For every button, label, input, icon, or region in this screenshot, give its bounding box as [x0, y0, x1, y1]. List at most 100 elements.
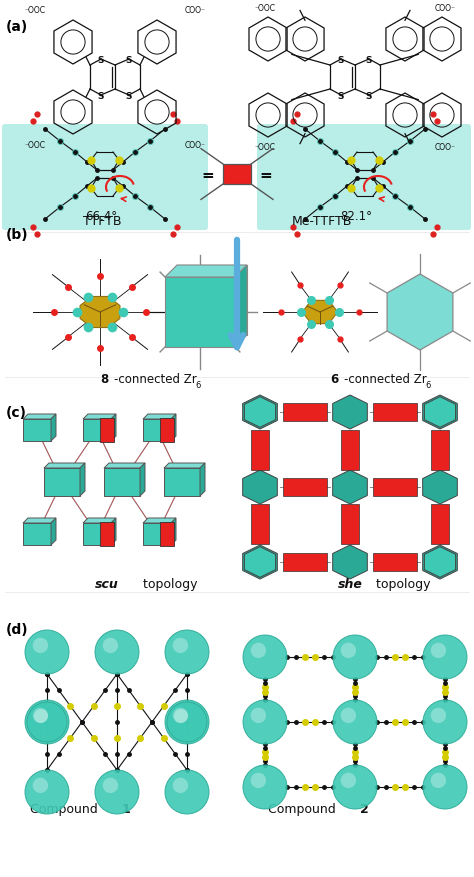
Text: (c): (c)	[6, 405, 27, 419]
Bar	[160, 523, 174, 546]
Polygon shape	[80, 297, 120, 328]
Text: -connected Zr: -connected Zr	[344, 373, 427, 386]
Polygon shape	[333, 545, 367, 580]
Circle shape	[431, 708, 446, 724]
Polygon shape	[164, 463, 205, 468]
Polygon shape	[424, 397, 456, 428]
Circle shape	[173, 708, 188, 724]
Polygon shape	[23, 518, 56, 524]
Circle shape	[165, 770, 209, 814]
Bar	[83, 524, 111, 545]
Bar	[104, 468, 140, 496]
Text: COO⁻: COO⁻	[435, 143, 456, 152]
Text: she: she	[337, 577, 363, 590]
Bar	[44, 468, 80, 496]
Text: Compound: Compound	[30, 802, 102, 815]
Polygon shape	[83, 518, 116, 524]
Text: ⁻OOC: ⁻OOC	[254, 143, 275, 152]
Circle shape	[167, 702, 207, 742]
Text: 2: 2	[360, 802, 369, 815]
Circle shape	[333, 635, 377, 679]
Circle shape	[341, 708, 356, 724]
Circle shape	[431, 773, 446, 788]
Bar	[143, 524, 171, 545]
Circle shape	[251, 708, 266, 724]
Circle shape	[33, 708, 48, 724]
Text: Compound: Compound	[268, 802, 340, 815]
Bar	[373, 479, 417, 496]
Text: S: S	[98, 55, 104, 64]
Circle shape	[103, 778, 118, 793]
Polygon shape	[51, 415, 56, 441]
Circle shape	[165, 700, 209, 745]
Bar	[100, 523, 114, 546]
Polygon shape	[165, 266, 247, 278]
Text: topology: topology	[372, 577, 430, 590]
Bar	[373, 553, 417, 571]
Circle shape	[33, 638, 48, 653]
Circle shape	[95, 770, 139, 814]
Polygon shape	[302, 301, 337, 324]
Text: (b): (b)	[6, 228, 28, 242]
Text: scu: scu	[95, 577, 119, 590]
Bar	[283, 479, 327, 496]
Text: S: S	[338, 55, 344, 64]
Bar	[223, 165, 251, 185]
Circle shape	[34, 709, 48, 724]
Bar	[431, 431, 449, 470]
Polygon shape	[51, 518, 56, 545]
Text: COO⁻: COO⁻	[185, 141, 206, 150]
Bar	[251, 504, 269, 545]
Polygon shape	[245, 397, 275, 428]
Text: S: S	[338, 91, 344, 100]
Text: -connected Zr: -connected Zr	[114, 373, 197, 386]
Bar	[341, 504, 359, 545]
Circle shape	[423, 635, 467, 679]
Circle shape	[103, 638, 118, 653]
Polygon shape	[243, 396, 277, 430]
Polygon shape	[143, 415, 176, 419]
Text: =: =	[260, 168, 273, 182]
Text: 6: 6	[330, 373, 338, 386]
Circle shape	[243, 700, 287, 745]
Polygon shape	[245, 547, 275, 578]
Bar	[143, 419, 171, 441]
Circle shape	[174, 709, 188, 724]
Circle shape	[33, 778, 48, 793]
Circle shape	[333, 765, 377, 809]
Circle shape	[25, 770, 69, 814]
Circle shape	[251, 773, 266, 788]
Circle shape	[173, 778, 188, 793]
Text: 1: 1	[122, 802, 131, 815]
Text: 6: 6	[425, 381, 430, 389]
Text: S: S	[98, 91, 104, 100]
Bar	[341, 431, 359, 470]
Polygon shape	[44, 463, 85, 468]
Polygon shape	[423, 470, 457, 504]
Polygon shape	[243, 545, 277, 580]
Circle shape	[243, 635, 287, 679]
Text: S: S	[366, 55, 372, 64]
Bar	[165, 278, 235, 347]
Polygon shape	[23, 415, 56, 419]
Polygon shape	[171, 415, 176, 441]
Text: TTFTB: TTFTB	[82, 215, 121, 228]
Bar	[83, 419, 111, 441]
Bar	[373, 403, 417, 422]
Text: (a): (a)	[6, 20, 28, 34]
Text: =: =	[201, 168, 214, 182]
Polygon shape	[333, 470, 367, 504]
Bar	[164, 468, 200, 496]
Circle shape	[341, 643, 356, 659]
Polygon shape	[235, 266, 247, 347]
Text: S: S	[126, 55, 132, 64]
Text: S: S	[126, 91, 132, 100]
Polygon shape	[171, 518, 176, 545]
Bar	[283, 403, 327, 422]
Circle shape	[25, 631, 69, 674]
Text: topology: topology	[139, 577, 198, 590]
Circle shape	[423, 765, 467, 809]
Bar	[23, 419, 51, 441]
Circle shape	[165, 631, 209, 674]
Polygon shape	[80, 463, 85, 496]
